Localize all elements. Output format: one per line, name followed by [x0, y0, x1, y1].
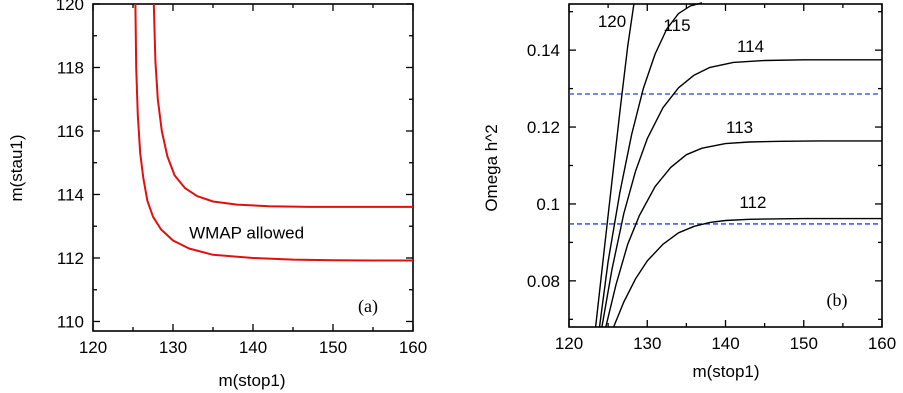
series-line-115 — [598, 2, 703, 328]
y-tick-label: 120 — [56, 0, 84, 14]
panel-a: 120 130 140 150 160 110 112 114 116 118 120 m(stop… — [7, 0, 427, 390]
series-line-a-0 — [134, 3, 413, 262]
x-tick-label: 160 — [399, 338, 427, 357]
y-axis-title-b: Omega h^2 — [482, 124, 501, 211]
x-tick-label: 150 — [319, 338, 347, 357]
y-tick-label: 110 — [57, 312, 84, 331]
y-tick-label: 118 — [57, 58, 84, 77]
series-labels-b: 112 113 114 115 120 — [598, 12, 767, 212]
x-tick-label: 120 — [79, 338, 107, 357]
series-line-113 — [605, 140, 882, 328]
panel-label-a: (a) — [358, 296, 378, 317]
series-label-114: 114 — [737, 37, 764, 56]
x-tick-label: 140 — [239, 338, 267, 357]
plot-frame-b — [568, 3, 883, 328]
series-line-120 — [594, 3, 635, 328]
ticks-b: 120 130 140 150 160 0.08 0.1 0.12 0.14 — [527, 4, 896, 353]
y-tick-label: 114 — [57, 185, 84, 204]
x-tick-label: 140 — [711, 334, 739, 353]
x-axis-title-a: m(stop1) — [218, 371, 285, 390]
y-tick-label: 0.08 — [527, 272, 560, 291]
series-group-a — [134, 3, 413, 262]
y-tick-label: 0.12 — [527, 118, 560, 137]
x-tick-label: 130 — [159, 338, 187, 357]
reference-lines-b — [569, 93, 882, 225]
x-tick-label: 160 — [868, 334, 896, 353]
series-label-112: 112 — [739, 193, 766, 212]
y-axis-title-a: m(stau1) — [7, 134, 26, 201]
x-axis-title-b: m(stop1) — [692, 362, 759, 381]
series-label-115: 115 — [663, 16, 690, 35]
series-line-a-1 — [152, 3, 413, 208]
y-tick-label: 0.1 — [536, 195, 560, 214]
y-tick-label: 0.14 — [527, 41, 560, 60]
x-tick-label: 150 — [790, 334, 818, 353]
panel-b: 120 130 140 150 160 0.08 0.1 0.12 0.14 112 113 114… — [482, 2, 896, 381]
series-label-120: 120 — [598, 12, 626, 31]
annotation-wmap-allowed: WMAP allowed — [189, 224, 304, 243]
y-tick-label: 116 — [57, 122, 84, 141]
ticks-a: 120 130 140 150 160 110 112 114 116 118 120 — [56, 0, 428, 357]
series-group-b — [594, 2, 882, 328]
panel-label-b: (b) — [827, 290, 848, 311]
x-tick-label: 130 — [633, 334, 661, 353]
x-tick-label: 120 — [555, 334, 583, 353]
series-line-112 — [612, 217, 882, 328]
series-label-113: 113 — [726, 118, 753, 137]
series-line-114 — [601, 59, 882, 328]
y-tick-label: 112 — [57, 249, 84, 268]
